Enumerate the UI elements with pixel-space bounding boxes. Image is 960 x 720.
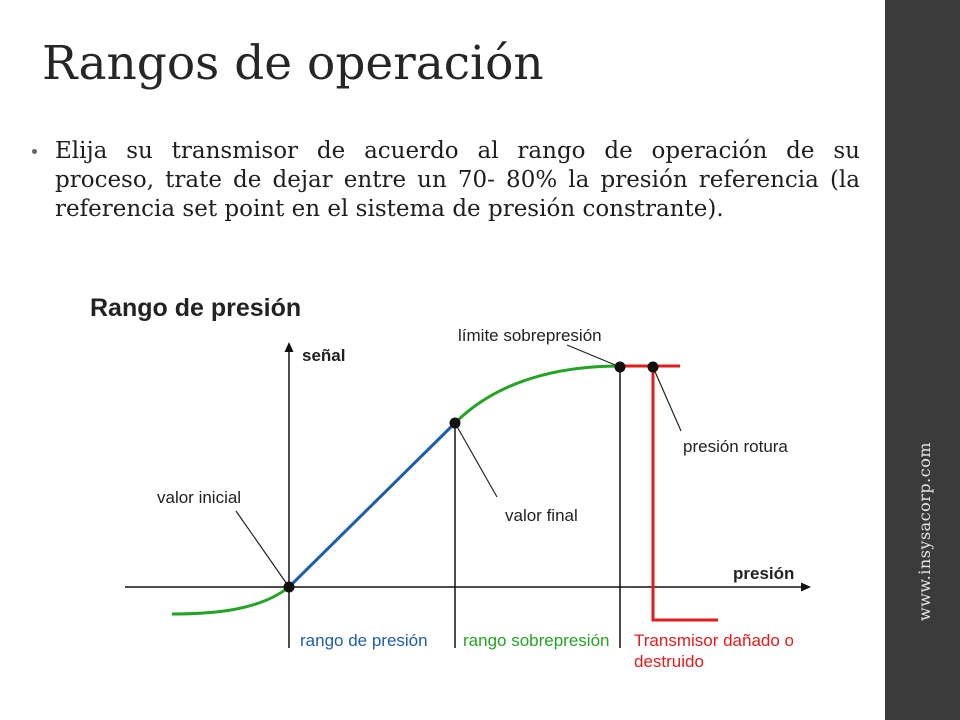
start-value-leader [235,510,290,588]
start-value-label: valor inicial [157,488,241,507]
end-value-point [449,417,461,429]
burst-pressure-label: presión rotura [683,437,788,456]
damaged-label-line: Transmisor dañado o [634,631,794,650]
x-axis-label: presión [733,564,794,583]
overpressure-curve [453,364,621,425]
bullet-marker [32,149,37,154]
y-axis-arrow [284,342,294,352]
sidebar: www.insysacorp.com [885,0,960,720]
end-value-leader [454,422,498,498]
pressure-range-label: rango de presión [300,631,428,650]
slide-title: Rangos de operación [42,36,544,91]
underrange-curve [171,585,290,616]
y-axis-label: señal [302,346,345,365]
pressure-range-diagram: Rango de presión señal presión valor ini… [90,294,811,671]
overpressure-limit-label: límite sobrepresión [458,326,602,345]
start-value-point [283,581,295,593]
burst-pressure-leader [652,366,682,432]
overpressure-limit-point [614,361,626,373]
pressure-range-line [287,421,457,589]
burst-pressure-point [647,361,659,373]
x-axis-arrow [801,582,811,592]
damaged-label-line: destruido [634,652,704,671]
website-url: www.insysacorp.com [915,441,934,621]
bullet-text-line: referencia set point en el sistema de pr… [55,196,724,222]
bullet-text-line: Elija su transmisor de acuerdo al rango … [55,138,860,164]
overpressure-range-label: rango sobrepresión [463,631,609,650]
bullet-text-line: proceso, trate de dejar entre un 70- 80%… [55,167,860,193]
diagram-title: Rango de presión [90,294,301,322]
bullet-item: Elija su transmisor de acuerdo al rango … [55,137,860,224]
overpressure-limit-leader [566,344,621,368]
end-value-label: valor final [505,506,578,525]
